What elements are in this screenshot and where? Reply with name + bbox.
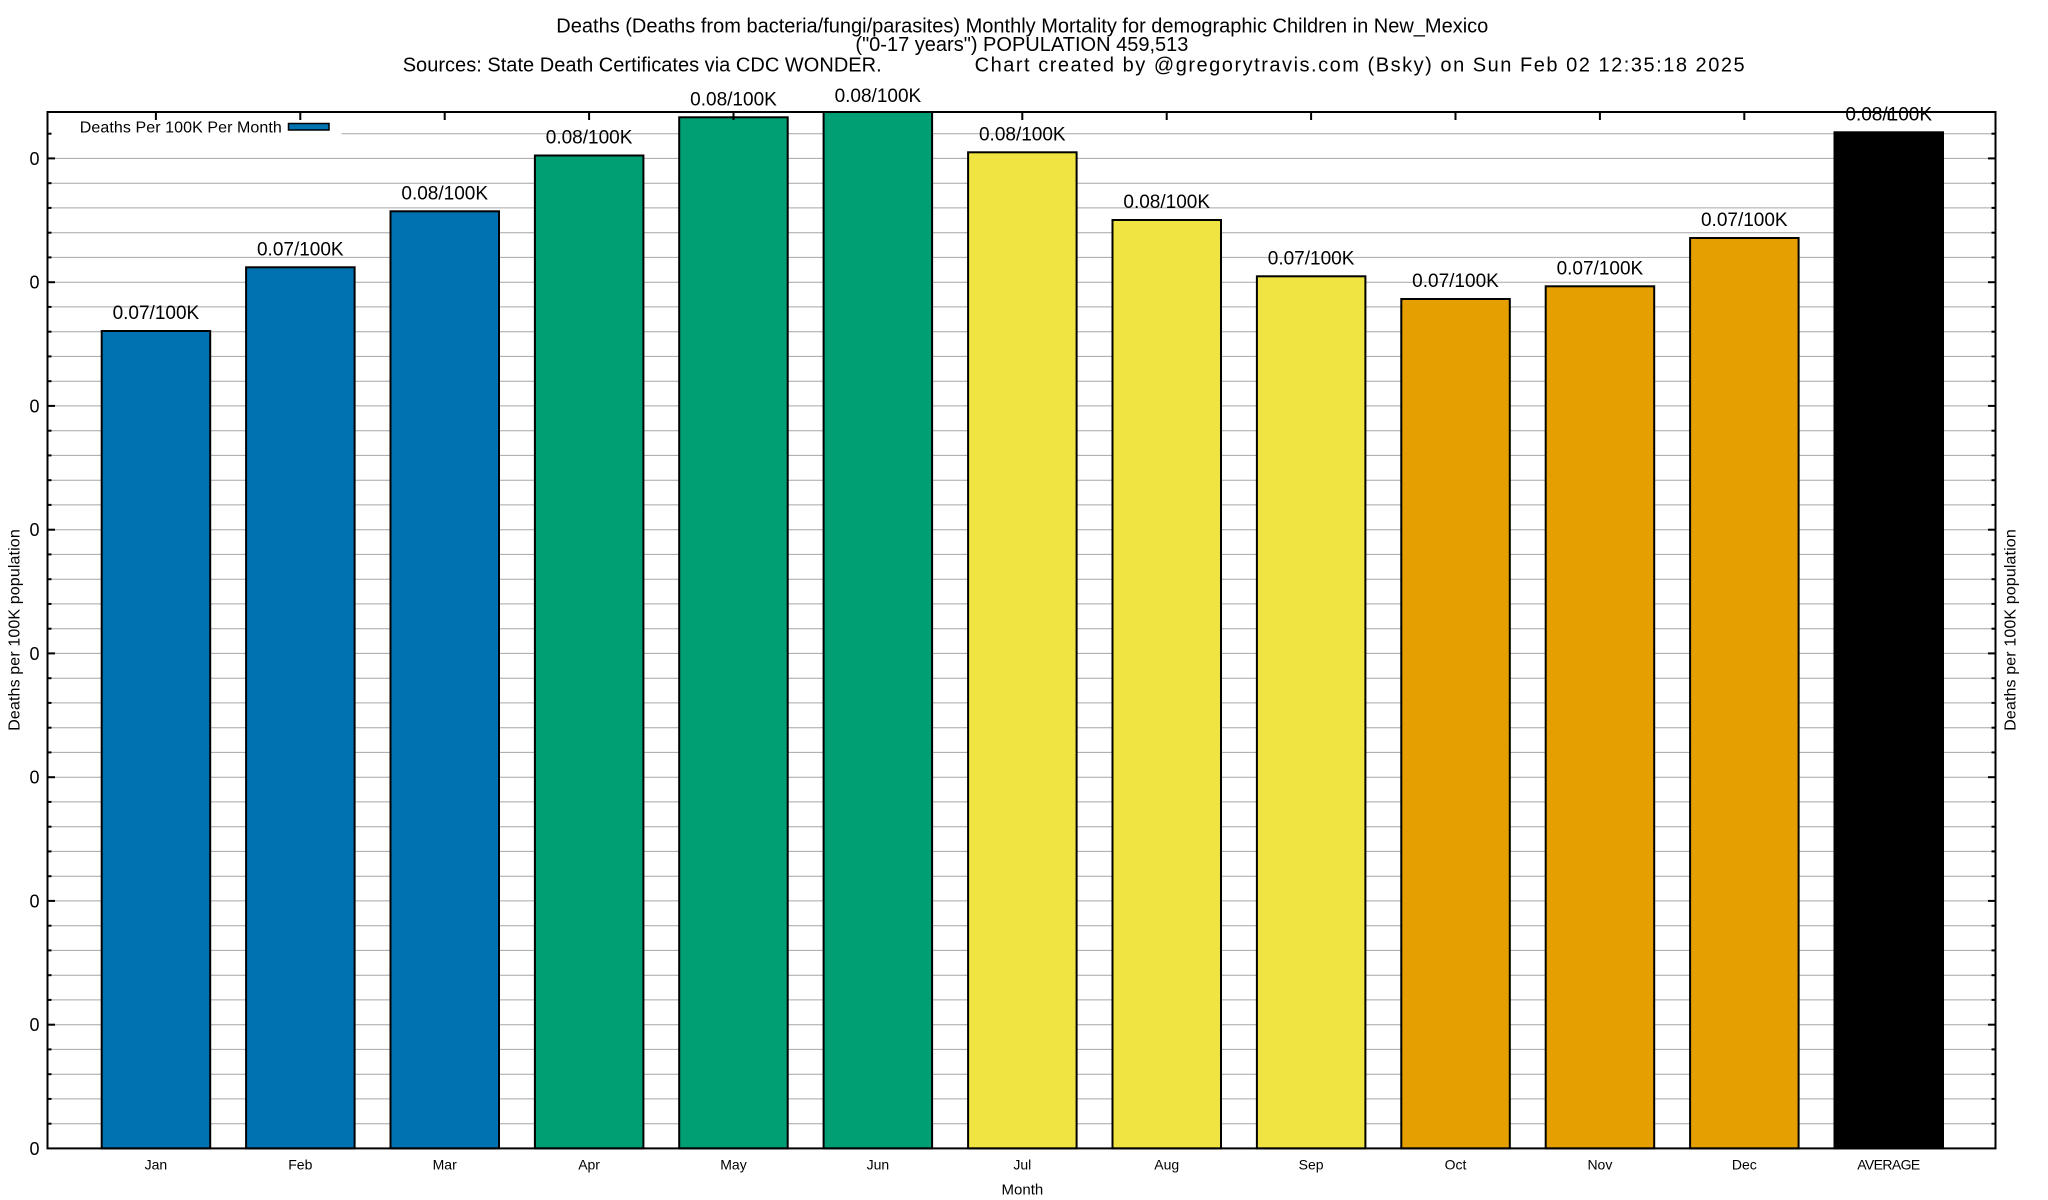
svg-text:Deaths per 100K population: Deaths per 100K population <box>7 529 24 731</box>
svg-text:0.08/100K: 0.08/100K <box>401 183 488 204</box>
svg-text:May: May <box>720 1157 746 1173</box>
svg-text:Month: Month <box>1002 1182 1044 1199</box>
svg-text:0.07/100K: 0.07/100K <box>1701 210 1788 231</box>
svg-text:0: 0 <box>29 1139 39 1159</box>
svg-text:0: 0 <box>29 520 39 540</box>
svg-text:("0-17 years") POPULATION 459,: ("0-17 years") POPULATION 459,513 <box>855 34 1188 56</box>
svg-text:0: 0 <box>29 768 39 788</box>
svg-text:0.07/100K: 0.07/100K <box>257 239 344 260</box>
svg-text:Chart created by @gregorytravi: Chart created by @gregorytravis.com (Bsk… <box>975 55 1745 77</box>
svg-text:Deaths Per 100K Per Month: Deaths Per 100K Per Month <box>80 120 282 137</box>
svg-text:Nov: Nov <box>1587 1157 1612 1173</box>
svg-text:Sources: State Death Certifica: Sources: State Death Certificates via CD… <box>403 55 882 77</box>
svg-text:Apr: Apr <box>578 1157 600 1173</box>
svg-text:Jan: Jan <box>145 1157 168 1173</box>
svg-text:Sep: Sep <box>1299 1157 1324 1173</box>
svg-text:Oct: Oct <box>1445 1157 1467 1173</box>
svg-text:Feb: Feb <box>288 1157 312 1173</box>
svg-text:Jul: Jul <box>1013 1157 1031 1173</box>
svg-text:0: 0 <box>29 1015 39 1035</box>
svg-text:0: 0 <box>29 149 39 169</box>
svg-text:0.07/100K: 0.07/100K <box>1268 248 1355 269</box>
svg-text:0.07/100K: 0.07/100K <box>1412 271 1499 292</box>
svg-text:0.08/100K: 0.08/100K <box>979 124 1066 145</box>
svg-text:Jun: Jun <box>867 1157 890 1173</box>
svg-text:0.08/100K: 0.08/100K <box>546 128 633 149</box>
svg-text:0: 0 <box>29 273 39 293</box>
svg-text:0.07/100K: 0.07/100K <box>113 303 200 324</box>
svg-text:0: 0 <box>29 644 39 664</box>
svg-text:0: 0 <box>29 396 39 416</box>
svg-text:Deaths per 100K population: Deaths per 100K population <box>2003 529 2020 731</box>
svg-text:0.07/100K: 0.07/100K <box>1557 258 1644 279</box>
svg-text:0.08/100K: 0.08/100K <box>835 86 922 107</box>
svg-text:AVERAGE: AVERAGE <box>1857 1157 1920 1173</box>
svg-text:0.08/100K: 0.08/100K <box>690 89 777 110</box>
svg-text:Aug: Aug <box>1154 1157 1179 1173</box>
svg-text:Dec: Dec <box>1732 1157 1757 1173</box>
svg-text:Mar: Mar <box>433 1157 457 1173</box>
svg-text:0: 0 <box>29 891 39 911</box>
svg-text:Deaths (Deaths from bacteria/f: Deaths (Deaths from bacteria/fungi/paras… <box>556 16 1488 38</box>
svg-text:0.08/100K: 0.08/100K <box>1123 192 1210 213</box>
